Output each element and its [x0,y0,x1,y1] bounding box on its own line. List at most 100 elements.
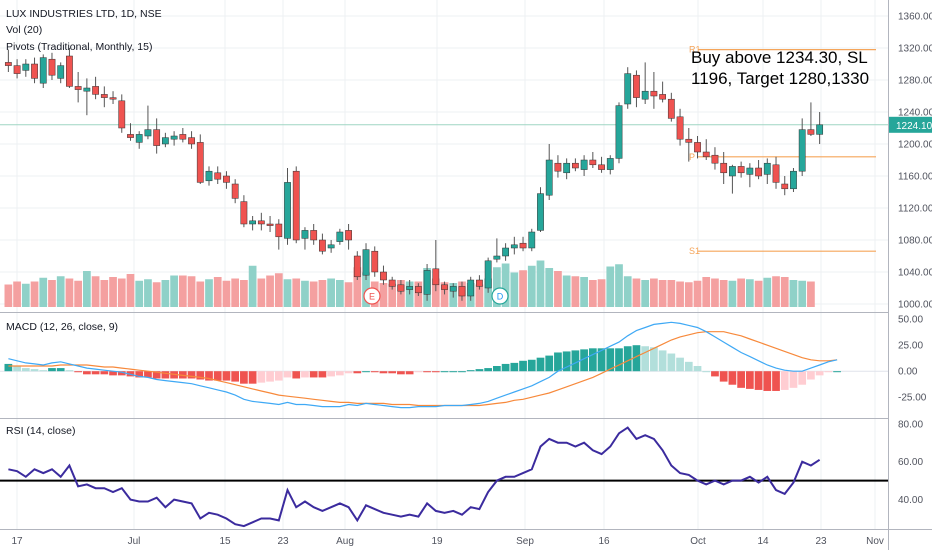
macd-histogram-bar [449,371,458,373]
candle [615,102,623,164]
volume-bar [789,280,798,307]
macd-histogram-bar [475,369,484,372]
volume-bar [21,283,30,307]
time-tick-label: Nov [866,536,884,547]
volume-bar [170,275,178,307]
macd-histogram-bar [833,371,841,373]
macd-histogram-bar [397,371,405,375]
candle-body [353,255,361,278]
candle-body [720,162,728,174]
candle [676,108,684,146]
candle-body [432,268,440,286]
candle-body [257,220,265,225]
candle [685,128,693,162]
macd-histogram-bar [728,371,737,385]
candle-body [772,164,780,183]
candle [161,132,169,148]
candle-body [22,63,30,71]
candle-body [598,164,605,170]
macd-histogram-bar [56,368,65,372]
volume-bar [309,281,318,307]
volume-bar [144,279,152,307]
candle-body [615,105,623,159]
volume-bar [187,276,196,307]
candle [301,227,309,250]
candle-body [266,223,274,226]
candle [537,187,544,232]
candle-body [161,137,169,145]
volume-bar [431,278,440,307]
candle-body [39,57,47,84]
macd-histogram-bar [240,371,248,384]
volume-bar [222,280,231,307]
candle-body [83,87,91,92]
candle [476,275,483,290]
candle [170,131,178,146]
macd-histogram-bar [257,371,266,383]
candle [441,281,448,295]
candle-body [545,159,553,196]
macd-histogram-bar [667,353,676,372]
candle-body [694,142,701,153]
candle [275,219,283,250]
macd-histogram-bar [266,371,274,382]
candle-body [144,129,152,137]
candle [772,156,780,189]
macd-tick-label: -25.00 [898,393,927,404]
price-tick-label: 1360.00 [898,12,932,23]
candle [606,155,614,175]
candle-body [388,279,396,287]
candle [205,166,213,186]
candle-body [240,201,248,225]
volume-bar [117,278,126,307]
macd-histogram-bar [580,349,588,372]
rsi-tick-label: 80.00 [898,419,923,430]
candle-body [711,154,719,164]
macd-histogram-bar [780,371,789,390]
candle [589,152,597,168]
candle-body [816,124,824,135]
macd-histogram-bar [152,371,161,379]
macd-histogram-bar [335,371,344,376]
candle-body [441,284,448,290]
candle-body [380,271,387,281]
candle-body [327,244,335,249]
macd-histogram-bar [536,357,545,372]
macd-histogram-bar [205,371,213,381]
candle [397,280,405,295]
candle [135,131,143,149]
candle-body [423,270,431,295]
time-tick-label: 17 [11,536,23,547]
price-tick-label: 1200.00 [898,140,932,151]
candle [484,257,492,293]
volume-bar [135,280,144,307]
rsi-label: RSI (14, close) [6,425,75,437]
macd-tick-label: 50.00 [898,315,923,326]
candle-body [476,279,483,287]
volume-bar [205,279,213,307]
volume-bar [362,272,370,307]
candle-body [31,63,38,79]
candle [74,72,82,103]
candle-body [702,151,710,158]
candle [702,139,710,160]
macd-histogram-bar [789,371,798,388]
macd-histogram-bar [711,371,719,377]
macd-histogram-bar [100,371,109,375]
volume-bar [632,278,641,307]
candle-body [127,134,134,138]
macd-histogram-bar [719,371,728,382]
volume-bar [798,280,807,307]
last-price-label: 1224.10 [896,121,932,132]
volume-bar [580,277,588,307]
macd-histogram-bar [83,371,91,375]
candle-body [301,230,309,239]
volume-bar [745,279,754,307]
candle [737,161,745,178]
macd-histogram-bar [745,371,754,389]
rsi-pane [0,426,888,528]
event-marker-label: D [497,292,504,302]
macd-histogram-bar [623,346,632,372]
volume-bars [4,260,815,307]
volume-bar [240,280,248,307]
